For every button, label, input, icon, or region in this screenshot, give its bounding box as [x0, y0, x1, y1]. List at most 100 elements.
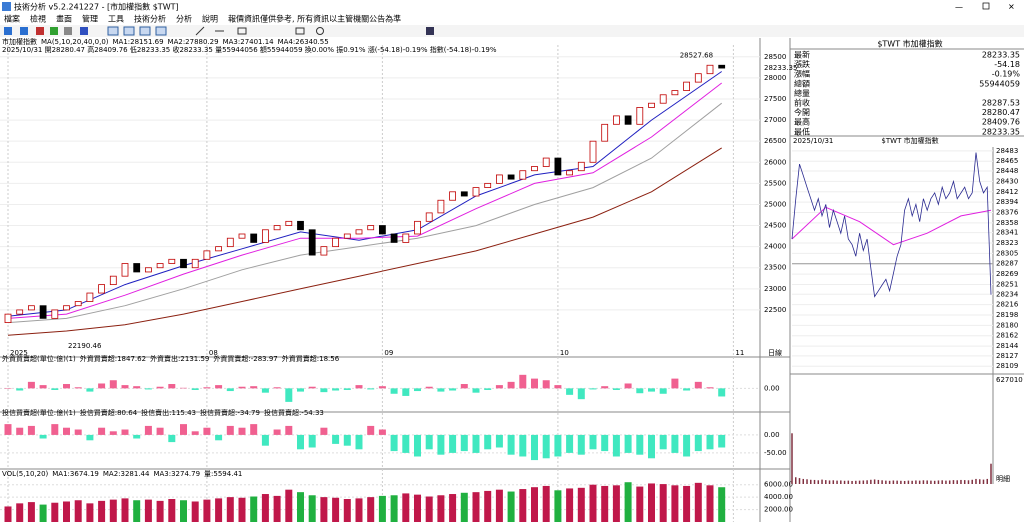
candle — [63, 305, 70, 311]
last-price-label: 28233.35 — [764, 64, 797, 72]
quote-value: 55944059 — [979, 79, 1020, 88]
candle — [613, 115, 620, 125]
bar — [98, 500, 106, 522]
menu-item[interactable]: 說明 — [202, 14, 218, 24]
menu-item[interactable]: 報價資訊僅供參考, 所有資訊以主管機關公告為準 — [228, 14, 401, 24]
tool-icon[interactable] — [316, 27, 324, 35]
bar — [215, 498, 223, 522]
y-tick-label: 27500 — [764, 95, 786, 103]
minimize[interactable]: — — [955, 3, 963, 12]
y-tick-label: 2000.00 — [764, 506, 793, 514]
y-tick-label: 28162 — [996, 332, 1018, 340]
y-tick-label: 28358 — [996, 219, 1018, 227]
bar — [285, 388, 293, 402]
bar — [51, 502, 59, 522]
bar — [98, 383, 106, 389]
maximize[interactable] — [982, 2, 990, 10]
bar — [378, 386, 386, 389]
tool-icon[interactable] — [139, 26, 151, 36]
tool-icon[interactable] — [107, 26, 119, 36]
bar — [273, 495, 281, 522]
tool-icon[interactable] — [80, 27, 88, 35]
tool-icon[interactable] — [50, 27, 58, 35]
menu-item[interactable]: 檔案 — [4, 14, 20, 24]
candle — [367, 225, 375, 231]
bar — [636, 486, 644, 522]
indicator-label: MA1:3674.19 — [52, 470, 99, 478]
bar — [168, 434, 176, 443]
bar — [390, 495, 398, 522]
tool-icon[interactable] — [4, 27, 12, 35]
bar — [612, 434, 620, 457]
bar — [683, 434, 691, 457]
y-tick-label: 28216 — [996, 301, 1019, 309]
detail-tab[interactable]: 明細 — [996, 474, 1010, 483]
candle — [320, 246, 328, 256]
bar — [320, 497, 328, 522]
bar — [718, 388, 726, 397]
tool-icon[interactable] — [64, 27, 72, 35]
tool-icon[interactable] — [295, 27, 305, 35]
candle — [460, 191, 468, 197]
tool-icon[interactable] — [426, 27, 434, 35]
candle — [168, 258, 176, 264]
bar — [4, 424, 12, 435]
bar — [355, 385, 363, 389]
quote-value: 28233.35 — [982, 51, 1020, 60]
menu-item[interactable]: 工具 — [108, 15, 124, 24]
tool-icon[interactable] — [20, 27, 28, 35]
quote-value: -0.19% — [992, 70, 1021, 79]
bar — [367, 497, 375, 522]
bar — [460, 434, 468, 452]
bar — [63, 384, 70, 389]
candle — [261, 229, 269, 243]
toolbar-icons — [4, 26, 434, 36]
candle — [542, 157, 550, 167]
candle — [378, 225, 386, 235]
bar — [601, 386, 609, 389]
y-tick-label: 28198 — [996, 311, 1018, 319]
bar — [215, 385, 223, 389]
bar — [472, 388, 480, 393]
bar — [168, 384, 176, 389]
y-tick-label: 24500 — [764, 222, 786, 230]
candle — [156, 263, 164, 269]
bar — [694, 434, 702, 452]
x-tick-label: 2025 — [10, 349, 28, 357]
tool-icon[interactable] — [123, 26, 135, 36]
bar — [238, 386, 246, 389]
menu-item[interactable]: 分析 — [176, 14, 192, 24]
tool-icon[interactable] — [237, 27, 247, 35]
candle — [308, 229, 316, 256]
menu-item[interactable]: 技術分析 — [134, 14, 166, 24]
candle — [86, 292, 94, 302]
bar — [156, 386, 164, 389]
bar — [203, 387, 211, 389]
candle — [449, 191, 457, 201]
tool-icon[interactable] — [36, 27, 44, 35]
close[interactable]: ✕ — [1008, 3, 1015, 12]
bar — [449, 434, 457, 453]
tool-icon[interactable] — [155, 26, 167, 36]
bar — [121, 385, 129, 389]
candle — [273, 225, 281, 231]
bar — [203, 427, 211, 435]
tool-icon[interactable] — [195, 26, 205, 36]
bar — [472, 434, 480, 453]
indicator-label: MA4:26340.55 — [278, 38, 329, 46]
menu-item[interactable]: 檢視 — [30, 14, 46, 24]
bar — [554, 434, 562, 457]
menu-item[interactable]: 管理 — [82, 14, 98, 24]
bar — [683, 485, 691, 522]
menu-bar: 檔案 檢視 畫面 管理 工具 技術分析 分析 說明 報價資訊僅供參考, 所有資訊以主管機關公告為… — [4, 14, 401, 24]
indicator-label: 投信賣出:115.43 — [141, 408, 196, 417]
menu-item[interactable]: 畫面 — [56, 14, 72, 24]
quote-value: 28287.53 — [982, 99, 1020, 108]
candle — [683, 81, 690, 91]
candle — [577, 161, 585, 172]
bar — [27, 381, 35, 389]
bar — [414, 494, 421, 522]
bar — [332, 434, 340, 444]
bar — [121, 498, 129, 522]
